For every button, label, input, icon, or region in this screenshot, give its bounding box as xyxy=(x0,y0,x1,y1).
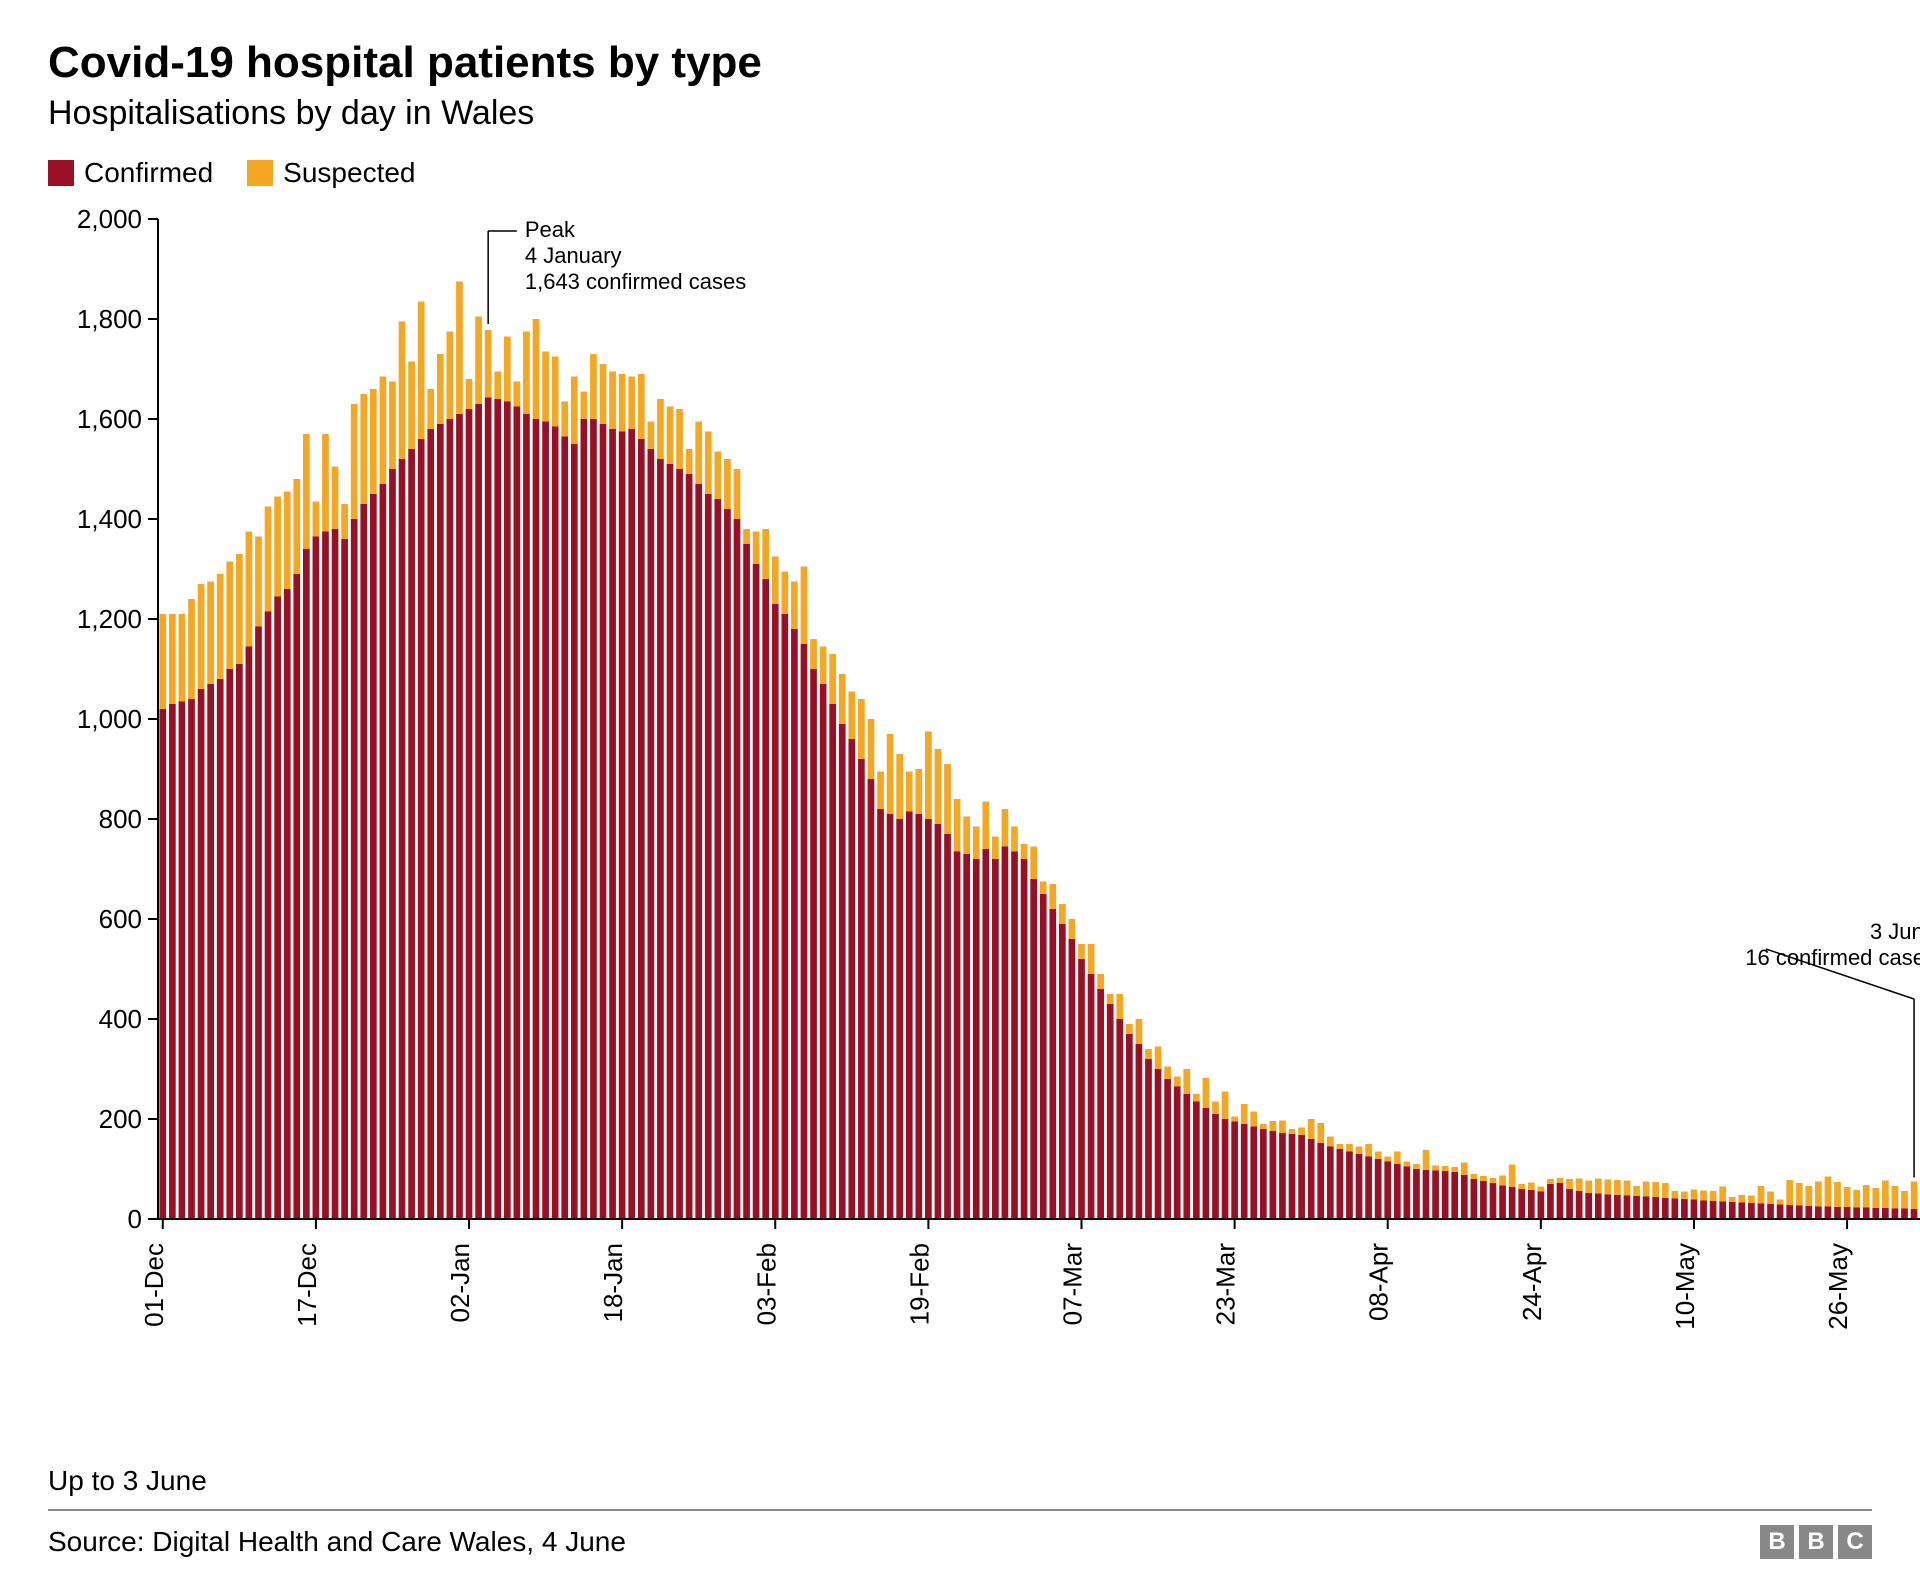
legend-swatch xyxy=(247,160,273,186)
legend-item: Suspected xyxy=(247,157,415,189)
logo-letter: B xyxy=(1760,1525,1794,1559)
svg-text:1,000: 1,000 xyxy=(77,704,142,734)
logo-letter: B xyxy=(1799,1525,1833,1559)
svg-text:Peak: Peak xyxy=(525,217,576,242)
chart-container: Covid-19 hospital patients by type Hospi… xyxy=(0,0,1920,1595)
svg-text:03-Feb: 03-Feb xyxy=(751,1243,781,1325)
svg-text:200: 200 xyxy=(99,1104,142,1134)
legend: Confirmed Suspected xyxy=(48,157,1872,189)
svg-text:4 January: 4 January xyxy=(525,243,622,268)
svg-text:23-Mar: 23-Mar xyxy=(1211,1243,1241,1326)
footer-row: Source: Digital Health and Care Wales, 4… xyxy=(48,1525,1872,1559)
svg-text:17-Dec: 17-Dec xyxy=(292,1243,322,1327)
svg-text:24-Apr: 24-Apr xyxy=(1517,1243,1547,1321)
svg-text:1,600: 1,600 xyxy=(77,404,142,434)
bbc-logo: BBC xyxy=(1760,1525,1872,1559)
svg-text:3 June: 3 June xyxy=(1870,919,1920,944)
svg-text:0: 0 xyxy=(128,1204,142,1234)
svg-text:2,000: 2,000 xyxy=(77,209,142,234)
footer-rule xyxy=(48,1509,1872,1511)
chart-title: Covid-19 hospital patients by type xyxy=(48,38,1872,88)
logo-letter: C xyxy=(1838,1525,1872,1559)
legend-swatch xyxy=(48,160,74,186)
footnote: Up to 3 June xyxy=(48,1465,1872,1497)
svg-text:600: 600 xyxy=(99,904,142,934)
svg-text:01-Dec: 01-Dec xyxy=(139,1243,169,1327)
svg-text:10-May: 10-May xyxy=(1670,1243,1700,1330)
source-text: Source: Digital Health and Care Wales, 4… xyxy=(48,1526,626,1558)
plot-area: 0 200 400 600 800 1,000 1,200 1,400 1,600 1,800 2,… xyxy=(48,209,1872,1359)
svg-text:16 confirmed cases: 16 confirmed cases xyxy=(1745,945,1920,970)
svg-text:800: 800 xyxy=(99,804,142,834)
svg-text:1,643 confirmed cases: 1,643 confirmed cases xyxy=(525,269,746,294)
legend-label: Suspected xyxy=(283,157,415,189)
svg-text:07-Mar: 07-Mar xyxy=(1057,1243,1087,1326)
legend-label: Confirmed xyxy=(84,157,213,189)
plot-svg: 0 200 400 600 800 1,000 1,200 1,400 1,600 1,800 2,… xyxy=(48,209,1920,1359)
svg-text:400: 400 xyxy=(99,1004,142,1034)
svg-text:1,800: 1,800 xyxy=(77,304,142,334)
svg-text:1,200: 1,200 xyxy=(77,604,142,634)
chart-subtitle: Hospitalisations by day in Wales xyxy=(48,94,1872,133)
svg-text:19-Feb: 19-Feb xyxy=(904,1243,934,1325)
legend-item: Confirmed xyxy=(48,157,213,189)
svg-text:18-Jan: 18-Jan xyxy=(598,1243,628,1323)
svg-text:02-Jan: 02-Jan xyxy=(445,1243,475,1323)
svg-text:08-Apr: 08-Apr xyxy=(1364,1243,1394,1321)
svg-text:26-May: 26-May xyxy=(1823,1243,1853,1330)
footer: Up to 3 June Source: Digital Health and … xyxy=(48,1465,1872,1559)
svg-text:1,400: 1,400 xyxy=(77,504,142,534)
